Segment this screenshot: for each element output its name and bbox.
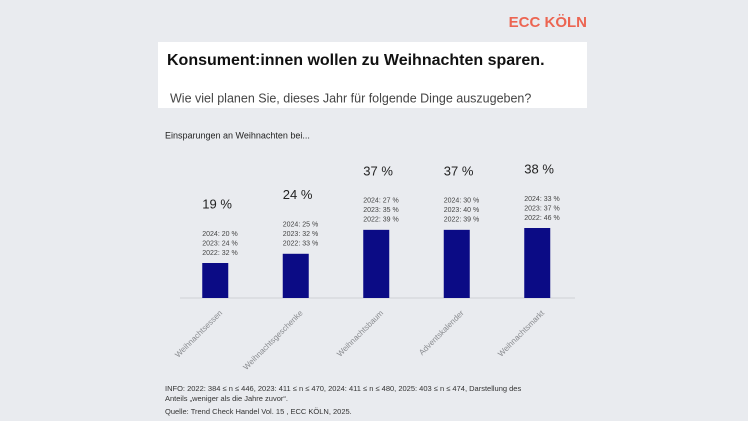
value-label: 37 % (444, 163, 474, 178)
footnote: INFO: 2022: 384 ≤ n ≤ 446, 2023: 411 ≤ n… (165, 384, 521, 393)
bar (443, 229, 470, 298)
value-label: 38 % (524, 161, 554, 176)
annotation: 2023: 32 % (283, 231, 318, 238)
annotation: 2023: 24 % (202, 240, 237, 247)
annotation: 2022: 39 % (363, 217, 398, 224)
chart-title: Konsument:innen wollen zu Weihnachten sp… (167, 52, 545, 69)
brand: ECC KÖLN (509, 14, 587, 31)
bar (524, 228, 551, 298)
annotation: 2022: 39 % (444, 217, 479, 224)
value-label: 37 % (363, 163, 393, 178)
bar (202, 263, 229, 298)
annotation: 2023: 35 % (363, 207, 398, 214)
chart-subtitle: Wie viel planen Sie, dieses Jahr für fol… (170, 91, 531, 105)
annotation: 2024: 25 % (283, 222, 318, 229)
chart-label: Einsparungen an Weihnachten bei... (165, 130, 310, 140)
value-label: 19 % (202, 196, 232, 211)
value-label: 24 % (283, 187, 313, 202)
annotation: 2022: 32 % (202, 250, 237, 257)
footnote: Anteils „weniger als die Jahre zuvor“. (165, 394, 288, 403)
annotation: 2024: 30 % (444, 198, 479, 205)
annotation: 2022: 46 % (524, 215, 559, 222)
annotation: 2024: 20 % (202, 231, 237, 238)
bar (282, 253, 309, 298)
annotation: 2024: 27 % (363, 198, 398, 205)
annotation: 2023: 37 % (524, 205, 559, 212)
annotation: 2024: 33 % (524, 196, 559, 203)
footnote: Quelle: Trend Check Handel Vol. 15 , ECC… (165, 407, 352, 416)
annotation: 2022: 33 % (283, 241, 318, 248)
annotation: 2023: 40 % (444, 207, 479, 214)
bar (363, 229, 390, 298)
title-box (158, 42, 587, 108)
